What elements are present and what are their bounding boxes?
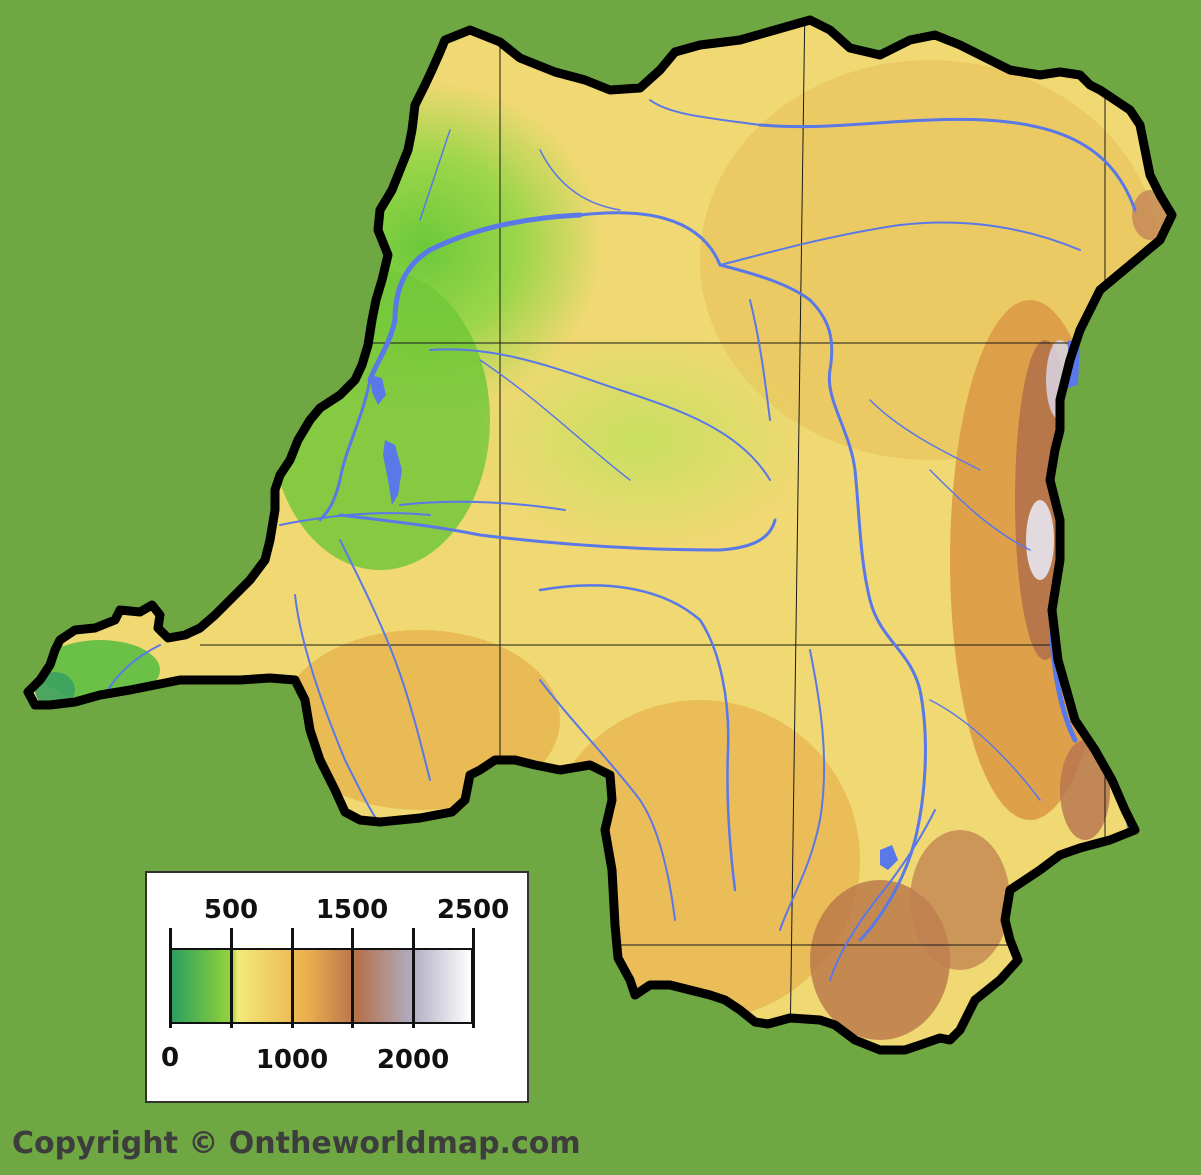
legend-tick-2000	[412, 928, 415, 1028]
legend-label-1500: 1500	[315, 895, 389, 925]
legend-label-500: 500	[203, 895, 259, 925]
legend-label-1000: 1000	[255, 1045, 329, 1075]
copyright-text: Copyright © Ontheworldmap.com	[12, 1126, 581, 1161]
legend-color-bar	[170, 948, 473, 1024]
legend-tick-2500	[472, 928, 475, 1028]
legend-tick-0	[169, 928, 172, 1028]
legend-tick-1000	[291, 928, 294, 1028]
elevation-legend: 500 1500 2500 0 1000 2000	[145, 871, 529, 1103]
legend-tick-1500	[351, 928, 354, 1028]
legend-label-0: 0	[160, 1043, 180, 1073]
legend-label-2500: 2500	[436, 895, 510, 925]
rivers	[107, 99, 1137, 981]
legend-tick-500	[230, 928, 233, 1028]
legend-label-2000: 2000	[376, 1045, 450, 1075]
